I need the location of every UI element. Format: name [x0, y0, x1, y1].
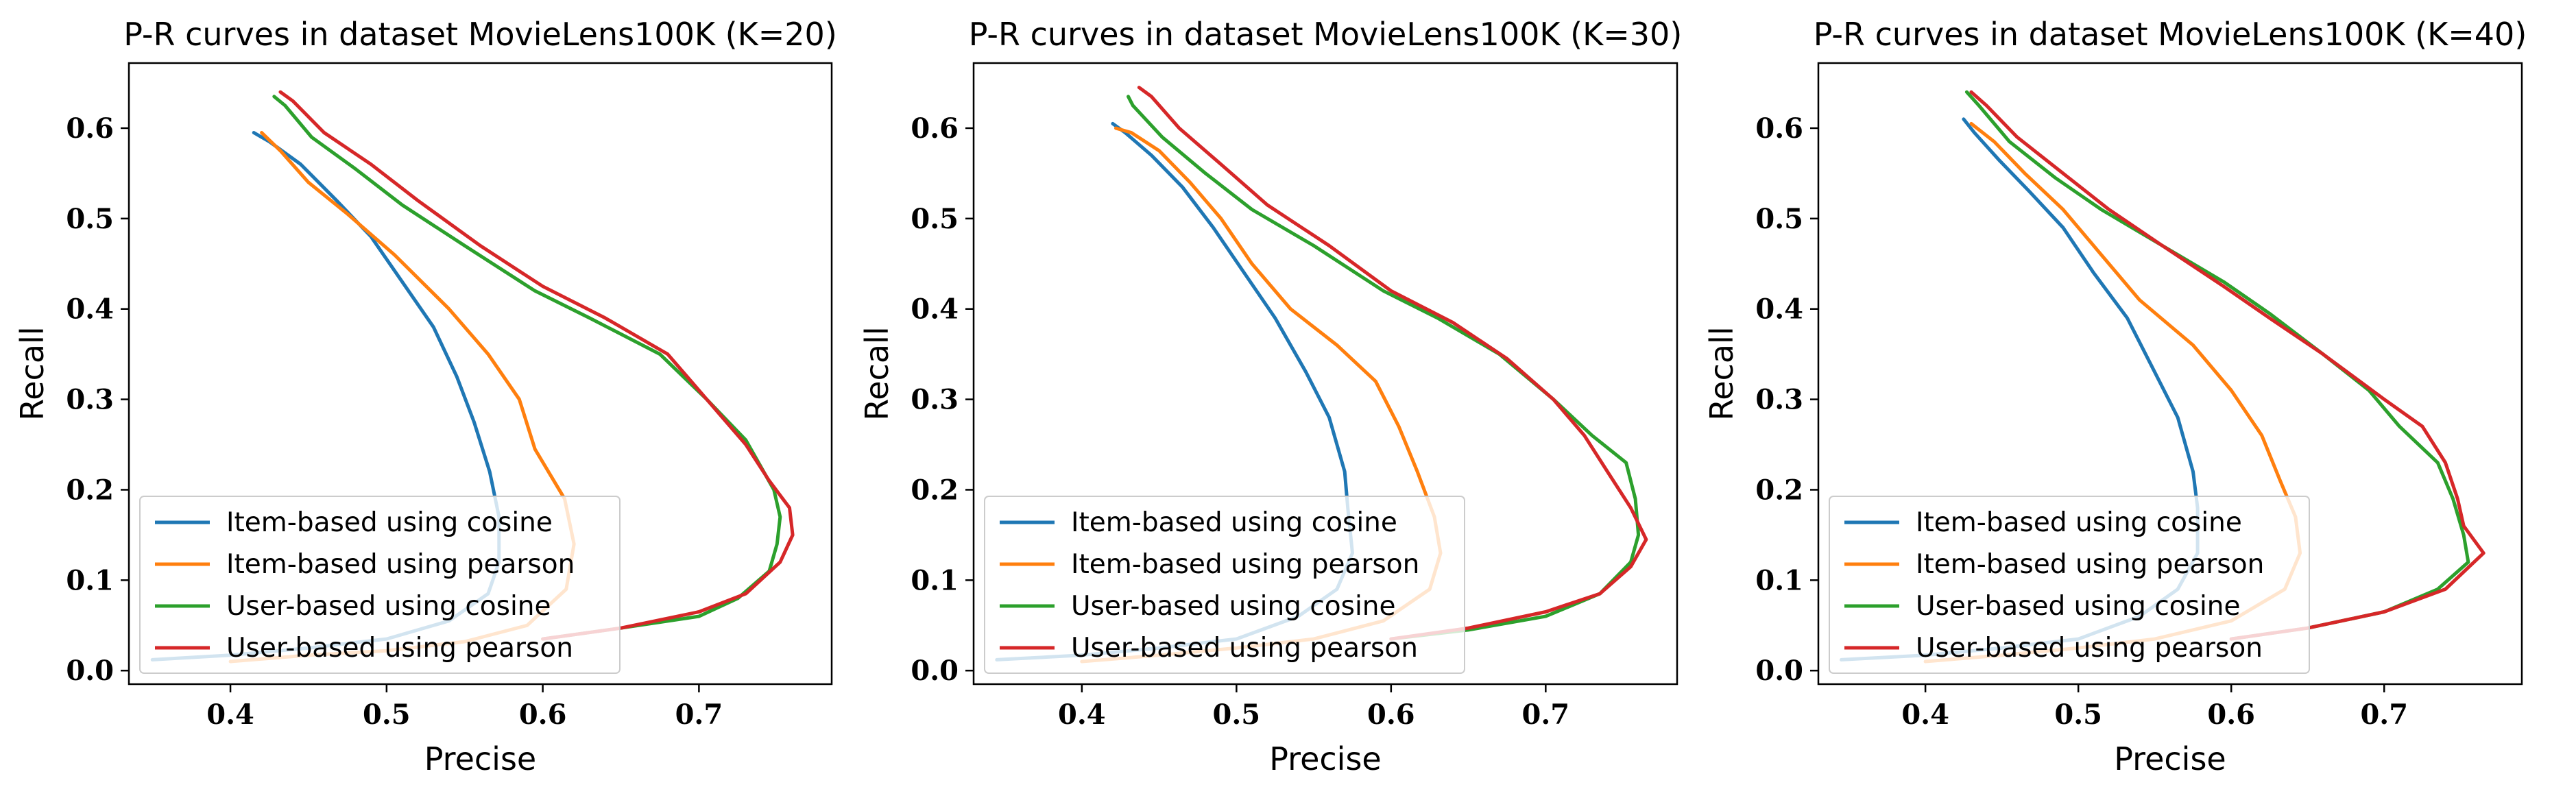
- series-line-user-cosine: [1964, 90, 2470, 641]
- y-axis-label: Recall: [858, 326, 895, 420]
- y-tick-label: 0.1: [66, 564, 114, 596]
- chart-panel-2: P-R curves in dataset MovieLens100K (K=3…: [858, 16, 1682, 777]
- x-tick-label: 0.5: [363, 699, 411, 731]
- legend-item-item-pearson: Item-based using pearson: [155, 549, 575, 580]
- y-tick-label: 0.0: [66, 655, 114, 687]
- x-axis-label: Precise: [1269, 740, 1381, 777]
- legend-label: User-based using cosine: [1071, 591, 1396, 622]
- y-tick-label: 0.0: [911, 655, 959, 687]
- x-axis-label: Precise: [2114, 740, 2226, 777]
- legend-label: User-based using pearson: [1916, 633, 2263, 664]
- y-tick-label: 0.6: [66, 112, 114, 145]
- y-tick-label: 0.6: [911, 112, 959, 145]
- x-tick-label: 0.7: [1522, 699, 1570, 731]
- chart-title: P-R curves in dataset MovieLens100K (K=3…: [969, 16, 1683, 53]
- y-tick-label: 0.3: [911, 384, 959, 416]
- x-tick-label: 0.4: [206, 699, 254, 731]
- y-tick-label: 0.3: [1755, 384, 1803, 416]
- legend-label: User-based using pearson: [1071, 633, 1418, 664]
- y-tick-label: 0.6: [1755, 112, 1803, 145]
- legend-label: Item-based using pearson: [226, 549, 575, 580]
- x-tick-label: 0.7: [2360, 699, 2408, 731]
- series-line-user-pearson: [1969, 90, 2485, 641]
- legend: Item-based using cosine Item-based using …: [139, 496, 621, 674]
- x-tick-label: 0.7: [675, 699, 723, 731]
- x-tick-label: 0.6: [1367, 699, 1415, 731]
- legend-item-user-cosine: User-based using cosine: [1844, 591, 2241, 622]
- legend-item-user-cosine: User-based using cosine: [1000, 591, 1396, 622]
- chart-panel-3: P-R curves in dataset MovieLens100K (K=4…: [1703, 16, 2527, 777]
- legend-label: Item-based using cosine: [1916, 507, 2242, 538]
- legend-item-item-cosine: Item-based using cosine: [155, 507, 553, 538]
- legend-box: [139, 496, 621, 674]
- y-tick-label: 0.5: [911, 203, 959, 235]
- legend-item-user-pearson: User-based using pearson: [1000, 633, 1418, 664]
- legend-label: Item-based using cosine: [226, 507, 553, 538]
- y-tick-label: 0.3: [66, 384, 114, 416]
- plot-frame: [1817, 62, 2523, 686]
- y-tick-label: 0.2: [911, 474, 959, 506]
- legend-label: Item-based using pearson: [1916, 549, 2264, 580]
- series-line-user-pearson: [278, 90, 795, 641]
- chart-title: P-R curves in dataset MovieLens100K (K=4…: [1814, 16, 2527, 53]
- legend-label: User-based using pearson: [226, 633, 573, 664]
- legend-box: [1829, 496, 2310, 674]
- x-axis-label: Precise: [424, 740, 536, 777]
- legend-label: Item-based using pearson: [1071, 549, 1419, 580]
- legend-item-item-pearson: Item-based using pearson: [1000, 549, 1419, 580]
- legend: Item-based using cosine Item-based using …: [984, 496, 1465, 674]
- y-tick-label: 0.0: [1755, 655, 1803, 687]
- chart-panel-1: P-R curves in dataset MovieLens100K (K=2…: [14, 16, 837, 777]
- legend-item-item-cosine: Item-based using cosine: [1000, 507, 1397, 538]
- x-tick-label: 0.4: [1058, 699, 1106, 731]
- y-tick-label: 0.4: [1755, 293, 1803, 326]
- y-axis-label: Recall: [1703, 326, 1740, 420]
- x-tick-label: 0.6: [519, 699, 567, 731]
- legend-item-user-cosine: User-based using cosine: [155, 591, 551, 622]
- legend-item-item-pearson: Item-based using pearson: [1844, 549, 2264, 580]
- y-tick-label: 0.5: [1755, 203, 1803, 235]
- legend-item-item-cosine: Item-based using cosine: [1844, 507, 2242, 538]
- x-tick-label: 0.6: [2207, 699, 2255, 731]
- x-tick-label: 0.5: [2054, 699, 2102, 731]
- x-tick-label: 0.5: [1213, 699, 1261, 731]
- y-tick-label: 0.2: [66, 474, 114, 506]
- x-tick-label: 0.4: [1901, 699, 1949, 731]
- legend: Item-based using cosine Item-based using …: [1829, 496, 2310, 674]
- y-tick-label: 0.4: [66, 293, 114, 326]
- chart-title: P-R curves in dataset MovieLens100K (K=2…: [123, 16, 837, 53]
- plot-frame: [972, 62, 1678, 686]
- y-tick-label: 0.4: [911, 293, 959, 326]
- legend-item-user-pearson: User-based using pearson: [1844, 633, 2263, 664]
- plot-frame: [128, 62, 833, 686]
- y-tick-label: 0.1: [911, 564, 959, 596]
- legend-item-user-pearson: User-based using pearson: [155, 633, 573, 664]
- y-tick-label: 0.5: [66, 203, 114, 235]
- legend-label: Item-based using cosine: [1071, 507, 1397, 538]
- y-tick-label: 0.2: [1755, 474, 1803, 506]
- y-axis-label: Recall: [14, 326, 51, 420]
- legend-label: User-based using cosine: [1916, 591, 2241, 622]
- legend-box: [984, 496, 1465, 674]
- legend-label: User-based using cosine: [226, 591, 551, 622]
- series-line-user-pearson: [1137, 86, 1648, 641]
- y-tick-label: 0.1: [1755, 564, 1803, 596]
